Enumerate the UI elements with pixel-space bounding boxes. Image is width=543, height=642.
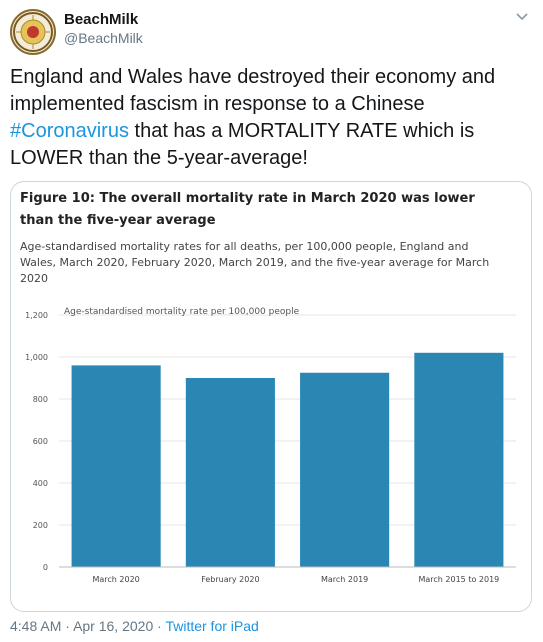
y-tick-label: 800 [33,395,48,404]
y-tick-label: 200 [33,521,48,530]
tweet-meta: 4:48 AM · Apr 16, 2020 · Twitter for iPa… [10,618,259,634]
x-tick-label: March 2015 to 2019 [418,575,499,584]
tweet-date[interactable]: Apr 16, 2020 [73,618,154,634]
bar [185,378,275,567]
y-tick-label: 1,000 [25,353,48,362]
chevron-down-icon[interactable] [515,10,529,24]
x-tick-label: March 2020 [92,575,139,584]
y-tick-label: 0 [43,563,48,572]
y-tick-label: 600 [33,437,48,446]
y-axis-label: Age-standardised mortality rate per 100,… [64,307,300,317]
tweet-time[interactable]: 4:48 AM [10,618,62,634]
chart-subtitle: Age-standardised mortality rates for all… [20,240,490,285]
hashtag-link[interactable]: #Coronavirus [10,120,129,142]
author-name[interactable]: BeachMilk [64,11,139,28]
chart-title: Figure 10: The overall mortality rate in… [20,191,475,228]
tweet-text: England and Wales have destroyed their e… [10,64,530,172]
meta-separator-2: · [157,618,162,634]
x-tick-label: February 2020 [201,575,259,584]
bar-chart: 0 200 400 600 800 1,000 1,200 Age-standardised … [25,307,516,584]
bar [71,365,161,567]
avatar-seal-image [13,12,53,52]
x-tick-label: March 2019 [321,575,368,584]
avatar[interactable] [10,9,56,55]
author-handle[interactable]: @BeachMilk [64,30,143,46]
meta-separator: · [65,618,70,634]
tweet-text-before: England and Wales have destroyed their e… [10,66,496,115]
tweet-text-after: that has a MORTALITY RATE which is LOWER… [10,120,475,169]
y-tick-label: 1,200 [25,311,48,320]
chart-image-card[interactable]: Figure 10: The overall mortality rate in… [10,181,532,612]
bar [300,372,390,567]
bar [414,352,504,567]
y-tick-label: 400 [33,479,48,488]
tweet-source-link[interactable]: Twitter for iPad [165,618,259,634]
